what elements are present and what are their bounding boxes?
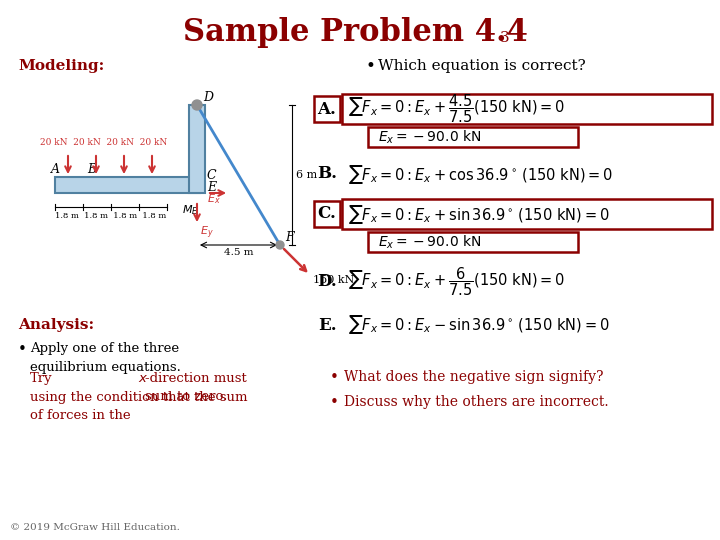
Text: $\sum F_x = 0 : E_x + \cos 36.9^\circ\,(150\ \mathrm{kN}) = 0$: $\sum F_x = 0 : E_x + \cos 36.9^\circ\,(… xyxy=(348,163,613,186)
Text: C: C xyxy=(207,169,217,182)
FancyBboxPatch shape xyxy=(342,94,712,124)
Text: Discuss why the others are incorrect.: Discuss why the others are incorrect. xyxy=(344,395,608,409)
Text: 1.8 m  1.8 m  1.8 m  1.8 m: 1.8 m 1.8 m 1.8 m 1.8 m xyxy=(55,212,166,220)
Text: $\sum F_x = 0 : E_x + \dfrac{6}{7.5}(150\ \mathrm{kN}) = 0$: $\sum F_x = 0 : E_x + \dfrac{6}{7.5}(150… xyxy=(348,266,565,298)
Text: B.: B. xyxy=(317,165,337,183)
Text: E: E xyxy=(207,181,216,194)
Text: •: • xyxy=(365,57,375,75)
Text: A.: A. xyxy=(318,100,336,118)
Text: $E_x = -90.0\ \mathrm{kN}$: $E_x = -90.0\ \mathrm{kN}$ xyxy=(378,129,482,146)
Text: $E_x$: $E_x$ xyxy=(207,192,221,206)
FancyBboxPatch shape xyxy=(189,105,205,193)
FancyBboxPatch shape xyxy=(314,201,340,227)
Text: F: F xyxy=(285,231,294,244)
Text: C.: C. xyxy=(318,206,336,222)
Text: Analysis:: Analysis: xyxy=(18,318,94,332)
Circle shape xyxy=(192,100,202,110)
Text: Modeling:: Modeling: xyxy=(18,59,104,73)
FancyBboxPatch shape xyxy=(342,199,712,229)
Text: $x$: $x$ xyxy=(138,372,148,385)
FancyBboxPatch shape xyxy=(55,177,200,193)
Text: A: A xyxy=(51,163,60,176)
Text: D.: D. xyxy=(317,273,337,291)
Text: B: B xyxy=(87,163,96,176)
Text: -direction must
sum to zero.: -direction must sum to zero. xyxy=(145,372,247,403)
Text: •: • xyxy=(330,370,339,385)
Text: What does the negative sign signify?: What does the negative sign signify? xyxy=(344,370,603,384)
Text: •: • xyxy=(330,395,339,410)
Text: $E_x = -90.0\ \mathrm{kN}$: $E_x = -90.0\ \mathrm{kN}$ xyxy=(378,233,482,251)
Text: 4.5 m: 4.5 m xyxy=(224,248,253,257)
Text: $\sum F_x = 0 : E_x + \sin 36.9^\circ\,(150\ \mathrm{kN}) = 0$: $\sum F_x = 0 : E_x + \sin 36.9^\circ\,(… xyxy=(348,202,610,226)
Text: D: D xyxy=(203,91,213,104)
Text: Try
using the condition that the sum
of forces in the: Try using the condition that the sum of … xyxy=(30,372,248,422)
Circle shape xyxy=(276,241,284,249)
Text: $M_E$: $M_E$ xyxy=(182,203,199,217)
Text: E.: E. xyxy=(318,316,336,334)
Text: Which equation is correct?: Which equation is correct? xyxy=(378,59,586,73)
Text: 3: 3 xyxy=(500,31,510,45)
FancyBboxPatch shape xyxy=(314,96,340,122)
Text: © 2019 McGraw Hill Education.: © 2019 McGraw Hill Education. xyxy=(10,523,180,532)
Text: 20 kN  20 kN  20 kN  20 kN: 20 kN 20 kN 20 kN 20 kN xyxy=(40,138,167,147)
Text: $E_y$: $E_y$ xyxy=(200,225,214,241)
Text: $\sum F_x = 0 : E_x - \sin 36.9^\circ\,(150\ \mathrm{kN}) = 0$: $\sum F_x = 0 : E_x - \sin 36.9^\circ\,(… xyxy=(348,314,610,336)
Text: Sample Problem 4.4: Sample Problem 4.4 xyxy=(183,17,528,48)
Text: 150 kN: 150 kN xyxy=(313,275,354,285)
Text: Apply one of the three
equilibrium equations.: Apply one of the three equilibrium equat… xyxy=(30,342,181,374)
Text: $\sum F_x = 0 : E_x + \dfrac{4.5}{7.5}(150\ \mathrm{kN}) = 0$: $\sum F_x = 0 : E_x + \dfrac{4.5}{7.5}(1… xyxy=(348,93,565,125)
Text: 6 m: 6 m xyxy=(296,170,318,180)
FancyBboxPatch shape xyxy=(368,232,578,252)
Text: •: • xyxy=(18,342,27,357)
FancyBboxPatch shape xyxy=(368,127,578,147)
